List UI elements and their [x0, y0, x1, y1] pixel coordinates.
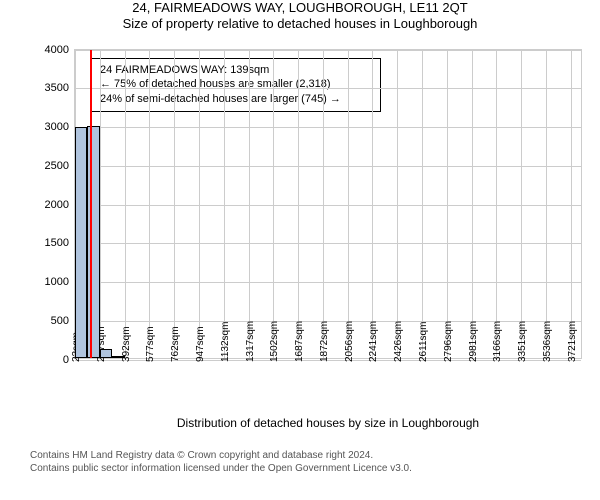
x-tick-label: 1872sqm — [319, 320, 330, 361]
footer-attribution: Contains HM Land Registry data © Crown c… — [0, 449, 600, 479]
x-tick-label: 2241sqm — [368, 320, 379, 361]
gridline-v — [571, 50, 572, 358]
gridline-h — [75, 243, 581, 244]
gridline-v — [348, 50, 349, 358]
gridline-v — [521, 50, 522, 358]
chart-area: Number of detached properties 24 FAIRMEA… — [0, 39, 600, 449]
y-tick-label: 500 — [51, 315, 69, 327]
legend-line: 24% of semi-detached houses are larger (… — [100, 92, 372, 107]
gridline-v — [496, 50, 497, 358]
gridline-v — [125, 50, 126, 358]
gridline-v — [174, 50, 175, 358]
x-tick-label: 3166sqm — [492, 320, 503, 361]
chart-subtitle: Size of property relative to detached ho… — [0, 16, 600, 32]
plot-region: 24 FAIRMEADOWS WAY: 139sqm← 75% of detac… — [74, 49, 582, 359]
gridline-v — [100, 50, 101, 358]
footer-line: Contains HM Land Registry data © Crown c… — [30, 449, 594, 462]
x-tick-label: 3536sqm — [542, 320, 553, 361]
x-tick-label: 1132sqm — [220, 321, 231, 361]
gridline-v — [199, 50, 200, 358]
x-tick-label: 1317sqm — [245, 320, 256, 361]
y-tick-label: 3500 — [45, 82, 69, 94]
y-tick-label: 0 — [63, 354, 69, 366]
y-tick-label: 4000 — [45, 44, 69, 56]
histogram-bar — [112, 356, 124, 358]
x-tick-label: 2056sqm — [344, 320, 355, 361]
legend-line: ← 75% of detached houses are smaller (2,… — [100, 77, 372, 92]
x-tick-label: 2611sqm — [418, 321, 429, 361]
histogram-bar — [75, 127, 87, 357]
x-tick-label: 2796sqm — [443, 320, 454, 361]
x-tick-label: 3721sqm — [567, 320, 578, 361]
gridline-v — [397, 50, 398, 358]
gridline-v — [472, 50, 473, 358]
x-tick-label: 947sqm — [195, 326, 206, 362]
x-tick-label: 3351sqm — [517, 320, 528, 361]
x-tick-label: 2426sqm — [393, 320, 404, 361]
histogram-bar — [100, 349, 112, 358]
gridline-v — [422, 50, 423, 358]
gridline-h — [75, 205, 581, 206]
gridline-v — [323, 50, 324, 358]
x-tick-label: 762sqm — [170, 326, 181, 362]
legend-box: 24 FAIRMEADOWS WAY: 139sqm← 75% of detac… — [91, 58, 381, 113]
gridline-v — [273, 50, 274, 358]
footer-line: Contains public sector information licen… — [30, 462, 594, 475]
gridline-h — [75, 166, 581, 167]
y-tick-label: 1500 — [45, 237, 69, 249]
gridline-h — [75, 88, 581, 89]
y-tick-label: 2000 — [45, 199, 69, 211]
x-tick-label: 1502sqm — [269, 320, 280, 361]
gridline-v — [224, 50, 225, 358]
gridline-v — [372, 50, 373, 358]
gridline-v — [249, 50, 250, 358]
x-tick-label: 577sqm — [145, 326, 156, 362]
gridline-v — [298, 50, 299, 358]
y-tick-label: 2500 — [45, 160, 69, 172]
gridline-v — [546, 50, 547, 358]
gridline-h — [75, 50, 581, 51]
x-axis-label: Distribution of detached houses by size … — [75, 416, 581, 430]
gridline-h — [75, 127, 581, 128]
gridline-h — [75, 282, 581, 283]
y-tick-label: 3000 — [45, 121, 69, 133]
y-tick-label: 1000 — [45, 276, 69, 288]
chart-title: 24, FAIRMEADOWS WAY, LOUGHBOROUGH, LE11 … — [0, 0, 600, 16]
legend-line: 24 FAIRMEADOWS WAY: 139sqm — [100, 63, 372, 78]
property-marker-line — [90, 50, 92, 358]
gridline-v — [149, 50, 150, 358]
x-tick-label: 1687sqm — [294, 320, 305, 361]
x-tick-label: 2981sqm — [468, 320, 479, 361]
gridline-v — [447, 50, 448, 358]
